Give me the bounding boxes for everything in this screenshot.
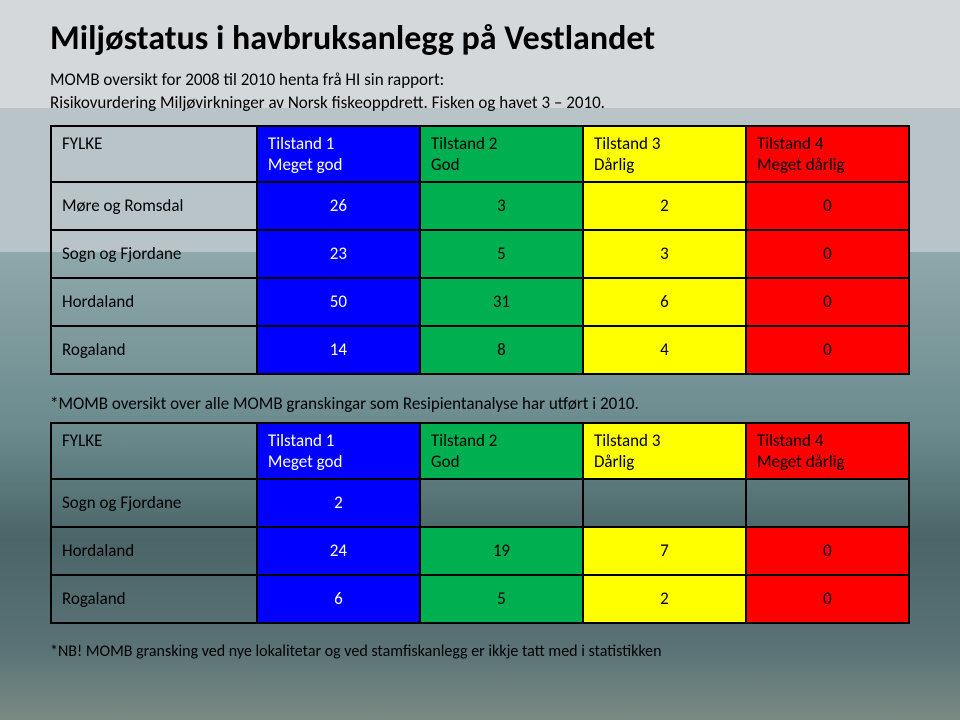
table-header-row: FYLKE Tilstand 1Meget god Tilstand 2God …	[51, 126, 909, 182]
cell-value: 6	[583, 278, 746, 326]
cell-value: 0	[746, 326, 909, 374]
cell-value: 6	[257, 575, 420, 623]
cell-value: 23	[257, 230, 420, 278]
table-row: Hordaland503160	[51, 278, 909, 326]
col-tilstand4: Tilstand 4Meget dårlig	[746, 126, 909, 182]
col-tilstand2: Tilstand 2God	[420, 126, 583, 182]
cell-value: 2	[583, 575, 746, 623]
note-momb-2010: *MOMB oversikt over alle MOMB granskinga…	[50, 393, 910, 414]
col-fylke: FYLKE	[51, 126, 257, 182]
table-row: Rogaland14840	[51, 326, 909, 374]
cell-value: 3	[583, 230, 746, 278]
footnote: *NB! MOMB gransking ved nye lokalitetar …	[50, 642, 910, 661]
table-header-row: FYLKE Tilstand 1Meget god Tilstand 2God …	[51, 423, 909, 479]
row-label: Sogn og Fjordane	[51, 230, 257, 278]
cell-value: 4	[583, 326, 746, 374]
col-fylke: FYLKE	[51, 423, 257, 479]
cell-value: 8	[420, 326, 583, 374]
cell-value: 3	[420, 182, 583, 230]
col-tilstand3: Tilstand 3Dårlig	[583, 423, 746, 479]
table-row: Sogn og Fjordane23530	[51, 230, 909, 278]
page-title: Miljøstatus i havbruksanlegg på Vestland…	[50, 18, 910, 59]
cell-value: 19	[420, 527, 583, 575]
cell-value	[583, 479, 746, 527]
row-label: Rogaland	[51, 326, 257, 374]
cell-value: 14	[257, 326, 420, 374]
table-row: Sogn og Fjordane2	[51, 479, 909, 527]
row-label: Hordaland	[51, 527, 257, 575]
cell-value: 2	[583, 182, 746, 230]
row-label: Sogn og Fjordane	[51, 479, 257, 527]
cell-value: 50	[257, 278, 420, 326]
cell-value: 7	[583, 527, 746, 575]
col-tilstand1: Tilstand 1Meget god	[257, 423, 420, 479]
table-row: Hordaland241970	[51, 527, 909, 575]
table-momb-2010: FYLKE Tilstand 1Meget god Tilstand 2God …	[50, 422, 910, 624]
col-tilstand2: Tilstand 2God	[420, 423, 583, 479]
cell-value: 0	[746, 182, 909, 230]
row-label: Møre og Romsdal	[51, 182, 257, 230]
col-tilstand1: Tilstand 1Meget god	[257, 126, 420, 182]
cell-value	[746, 479, 909, 527]
subtitle: MOMB oversikt for 2008 til 2010 henta fr…	[50, 69, 910, 115]
cell-value: 31	[420, 278, 583, 326]
cell-value: 0	[746, 575, 909, 623]
cell-value: 0	[746, 230, 909, 278]
cell-value: 2	[257, 479, 420, 527]
table-row: Rogaland6520	[51, 575, 909, 623]
cell-value: 24	[257, 527, 420, 575]
cell-value: 5	[420, 230, 583, 278]
cell-value: 0	[746, 527, 909, 575]
col-tilstand3: Tilstand 3Dårlig	[583, 126, 746, 182]
table-momb-2008-2010: FYLKE Tilstand 1Meget god Tilstand 2God …	[50, 125, 910, 375]
cell-value: 26	[257, 182, 420, 230]
cell-value	[420, 479, 583, 527]
row-label: Rogaland	[51, 575, 257, 623]
table-row: Møre og Romsdal26320	[51, 182, 909, 230]
col-tilstand4: Tilstand 4Meget dårlig	[746, 423, 909, 479]
cell-value: 5	[420, 575, 583, 623]
cell-value: 0	[746, 278, 909, 326]
row-label: Hordaland	[51, 278, 257, 326]
